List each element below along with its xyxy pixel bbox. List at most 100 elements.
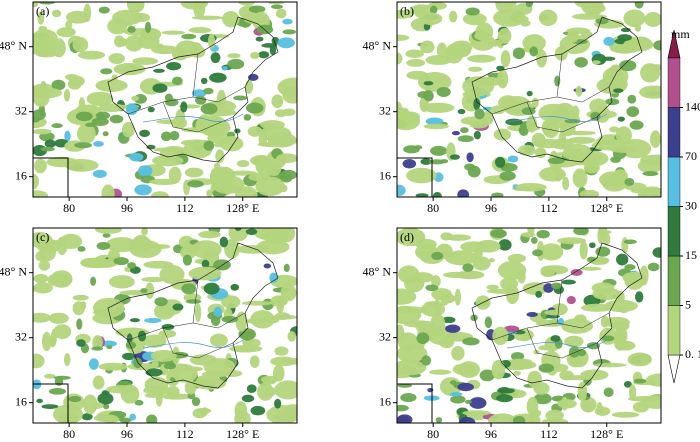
rain-patch bbox=[582, 401, 594, 413]
rain-patch bbox=[163, 362, 177, 370]
rain-patch bbox=[601, 174, 628, 192]
rain-patch bbox=[141, 276, 167, 283]
rain-patch bbox=[196, 374, 221, 387]
rain-patch bbox=[36, 398, 43, 404]
country-border bbox=[107, 16, 279, 163]
rain-patch bbox=[457, 189, 470, 197]
rain-patch bbox=[207, 33, 216, 49]
rain-patch bbox=[432, 191, 442, 197]
rain-patch bbox=[538, 345, 553, 351]
rain-patch bbox=[417, 91, 430, 99]
rain-patch bbox=[125, 103, 138, 116]
rain-patch bbox=[557, 237, 587, 245]
rain-layer bbox=[33, 2, 297, 197]
rain-patch bbox=[92, 169, 107, 178]
rain-patch bbox=[633, 378, 647, 384]
rain-patch bbox=[42, 331, 52, 352]
rain-patch bbox=[127, 25, 136, 33]
rain-patch bbox=[589, 242, 596, 249]
rain-patch bbox=[263, 263, 272, 269]
rain-patch bbox=[496, 65, 505, 71]
rain-patch bbox=[567, 136, 596, 144]
rain-patch bbox=[495, 156, 506, 168]
rain-patch bbox=[640, 63, 661, 83]
rain-patch bbox=[77, 246, 86, 252]
rain-patch bbox=[95, 79, 128, 93]
rain-patch bbox=[645, 373, 661, 387]
y-tick-label: 16 bbox=[379, 168, 391, 182]
rain-patch bbox=[213, 162, 221, 169]
rain-patch bbox=[650, 130, 661, 148]
rain-patch bbox=[90, 276, 97, 286]
rain-patch bbox=[457, 108, 466, 115]
rain-patch bbox=[467, 165, 481, 178]
rain-patch bbox=[609, 126, 620, 133]
rain-patch bbox=[37, 11, 45, 25]
rain-patch bbox=[80, 257, 114, 269]
rain-patch bbox=[106, 298, 116, 309]
rain-patch bbox=[108, 275, 135, 289]
rain-patch bbox=[564, 335, 584, 348]
rain-patch bbox=[637, 158, 661, 174]
rain-patch bbox=[564, 118, 581, 124]
rain-patch bbox=[552, 108, 572, 118]
rain-patch bbox=[245, 228, 258, 236]
rain-patch bbox=[507, 155, 519, 163]
map-panel: (c) 48° N 32 16 80 96 112 128° E bbox=[0, 227, 298, 441]
rain-patch bbox=[624, 271, 645, 290]
rain-patch bbox=[245, 102, 264, 114]
rain-patch bbox=[619, 59, 637, 72]
rain-patch bbox=[397, 228, 426, 247]
rain-patch bbox=[464, 399, 472, 404]
rain-patch bbox=[517, 270, 526, 284]
rain-patch bbox=[397, 9, 414, 19]
x-tick-label: 112 bbox=[176, 201, 194, 215]
rain-patch bbox=[413, 4, 426, 18]
rain-patch bbox=[468, 66, 483, 72]
rain-patch bbox=[414, 145, 423, 150]
rain-patch bbox=[429, 5, 438, 14]
y-tick-label: 32 bbox=[379, 329, 391, 343]
rain-patch bbox=[200, 103, 218, 115]
rain-patch bbox=[397, 34, 410, 41]
rain-patch bbox=[398, 265, 420, 284]
x-tick-label: 96 bbox=[485, 201, 497, 215]
rain-patch bbox=[573, 153, 585, 166]
rain-patch bbox=[550, 335, 561, 342]
rain-patch bbox=[462, 263, 474, 272]
rain-patch bbox=[189, 354, 218, 366]
rain-patch bbox=[406, 70, 429, 80]
rain-patch bbox=[282, 86, 297, 104]
x-tick-label: 128° E bbox=[226, 427, 259, 441]
river bbox=[142, 339, 244, 349]
rain-patch bbox=[280, 284, 297, 302]
rain-patch bbox=[142, 334, 167, 348]
rain-patch bbox=[423, 123, 449, 130]
rain-patch bbox=[146, 144, 156, 150]
rain-patch bbox=[491, 192, 504, 197]
rain-patch bbox=[526, 311, 538, 317]
rain-patch bbox=[442, 271, 474, 279]
rain-patch bbox=[255, 36, 264, 42]
rain-patch bbox=[500, 162, 518, 172]
map-panel: (b) 48° N 32 16 80 96 112 128° E bbox=[363, 1, 662, 215]
rain-patch bbox=[449, 154, 460, 160]
rain-patch bbox=[623, 380, 632, 388]
rain-patch bbox=[287, 331, 297, 342]
rain-patch bbox=[490, 229, 507, 239]
rain-patch bbox=[33, 173, 39, 190]
rain-patch bbox=[474, 31, 492, 41]
rain-patch bbox=[423, 23, 431, 31]
rain-patch bbox=[97, 392, 114, 405]
rain-patch bbox=[627, 352, 652, 367]
rain-patch bbox=[421, 102, 455, 113]
rain-patch bbox=[63, 88, 71, 102]
rain-patch bbox=[101, 184, 115, 197]
rain-patch bbox=[44, 139, 56, 148]
rain-patch bbox=[152, 83, 168, 93]
rain-patch bbox=[113, 257, 129, 266]
rain-patch bbox=[495, 2, 517, 14]
rain-patch bbox=[623, 239, 637, 245]
rain-patch bbox=[540, 265, 556, 278]
rain-patch bbox=[40, 80, 47, 92]
